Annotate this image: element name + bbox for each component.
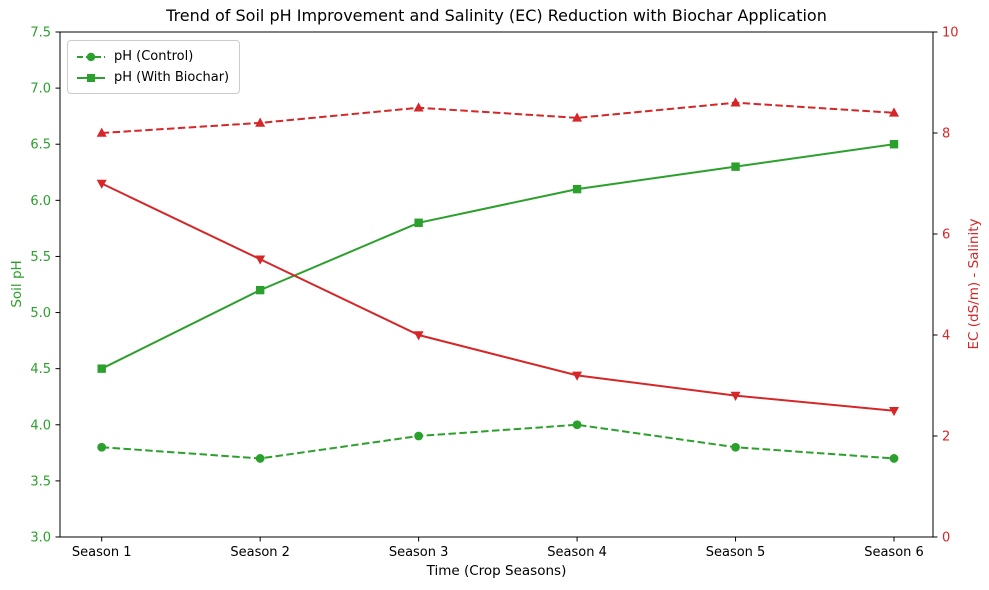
series-marker-ph-with-biochar	[889, 140, 899, 149]
x-tick-label: Season 3	[389, 545, 449, 560]
y-right-tick-label: 2	[942, 430, 950, 445]
dashed-line-circle-marker-icon	[77, 52, 105, 61]
series-marker-ec-control	[572, 112, 583, 122]
right-axis-label: EC (dS/m) - Salinity	[966, 218, 982, 350]
y-left-tick-label: 6.5	[30, 138, 51, 153]
y-left-tick-label: 5.5	[30, 250, 51, 265]
series-marker-ec-control	[96, 127, 107, 137]
series-line-ph-control	[101, 423, 895, 460]
series-marker-ph-control	[731, 442, 740, 452]
y-left-tick-label: 7.5	[30, 26, 51, 41]
series-marker-ph-with-biochar	[414, 218, 423, 227]
series-marker-ph-control	[255, 454, 265, 463]
y-left-tick-label: 3.5	[30, 474, 51, 489]
series-line-ec-control	[101, 101, 895, 134]
solid-line-square-marker-icon	[77, 73, 105, 82]
axes-frame	[59, 31, 934, 538]
series-marker-ph-with-biochar	[731, 162, 740, 171]
y-left-tick-label: 7.0	[30, 82, 51, 97]
series-marker-ph-control	[889, 454, 899, 463]
x-tick-label: Season 1	[72, 545, 132, 560]
y-left-tick-label: 4.5	[30, 362, 51, 377]
series-marker-ph-control	[572, 420, 582, 430]
series-marker-ec-with-biochar	[730, 391, 741, 401]
y-right-tick-label: 8	[942, 127, 950, 142]
y-left-tick-label: 6.0	[30, 194, 51, 209]
legend-entry-ph-biochar: pH (With Biochar)	[76, 67, 229, 88]
series-marker-ec-control	[255, 117, 266, 127]
x-tick-label: Season 6	[864, 545, 924, 560]
x-axis-label: Time (Crop Seasons)	[426, 563, 567, 579]
series-marker-ec-with-biochar	[572, 371, 583, 381]
series-marker-ec-with-biochar	[96, 179, 107, 189]
series-marker-ec-with-biochar	[889, 406, 899, 417]
y-right-tick-label: 10	[942, 26, 959, 41]
series-marker-ph-with-biochar	[97, 364, 106, 373]
legend-entry-ph-control: pH (Control)	[76, 46, 229, 67]
y-right-tick-label: 4	[942, 329, 950, 344]
left-axis-label: Soil pH	[9, 260, 25, 308]
series-marker-ec-with-biochar	[255, 255, 266, 265]
x-tick-label: Season 4	[547, 545, 607, 560]
series-marker-ec-control	[889, 107, 899, 117]
y-left-tick-label: 5.0	[30, 306, 51, 321]
series-line-ec-with-biochar	[101, 182, 895, 412]
chart-title: Trend of Soil pH Improvement and Salinit…	[166, 6, 827, 25]
series-marker-ec-control	[730, 97, 741, 107]
x-tick-label: Season 2	[230, 545, 290, 560]
series-marker-ph-control	[97, 442, 107, 452]
series-marker-ph-control	[414, 431, 424, 441]
series-marker-ec-with-biochar	[413, 331, 424, 341]
legend-label-ph-control: pH (Control)	[114, 49, 194, 64]
legend-label-ph-biochar: pH (With Biochar)	[114, 70, 230, 85]
series-marker-ec-control	[413, 102, 424, 112]
y-left-tick-label: 4.0	[30, 418, 51, 433]
legend: pH (Control) pH (With Biochar)	[67, 40, 241, 94]
y-right-tick-label: 0	[942, 531, 950, 546]
y-left-tick-label: 3.0	[30, 531, 51, 546]
x-tick-label: Season 5	[706, 545, 766, 560]
series-marker-ph-with-biochar	[255, 285, 265, 295]
series-marker-ph-with-biochar	[572, 184, 582, 194]
y-right-tick-label: 6	[942, 228, 950, 243]
series-line-ph-with-biochar	[101, 143, 895, 370]
